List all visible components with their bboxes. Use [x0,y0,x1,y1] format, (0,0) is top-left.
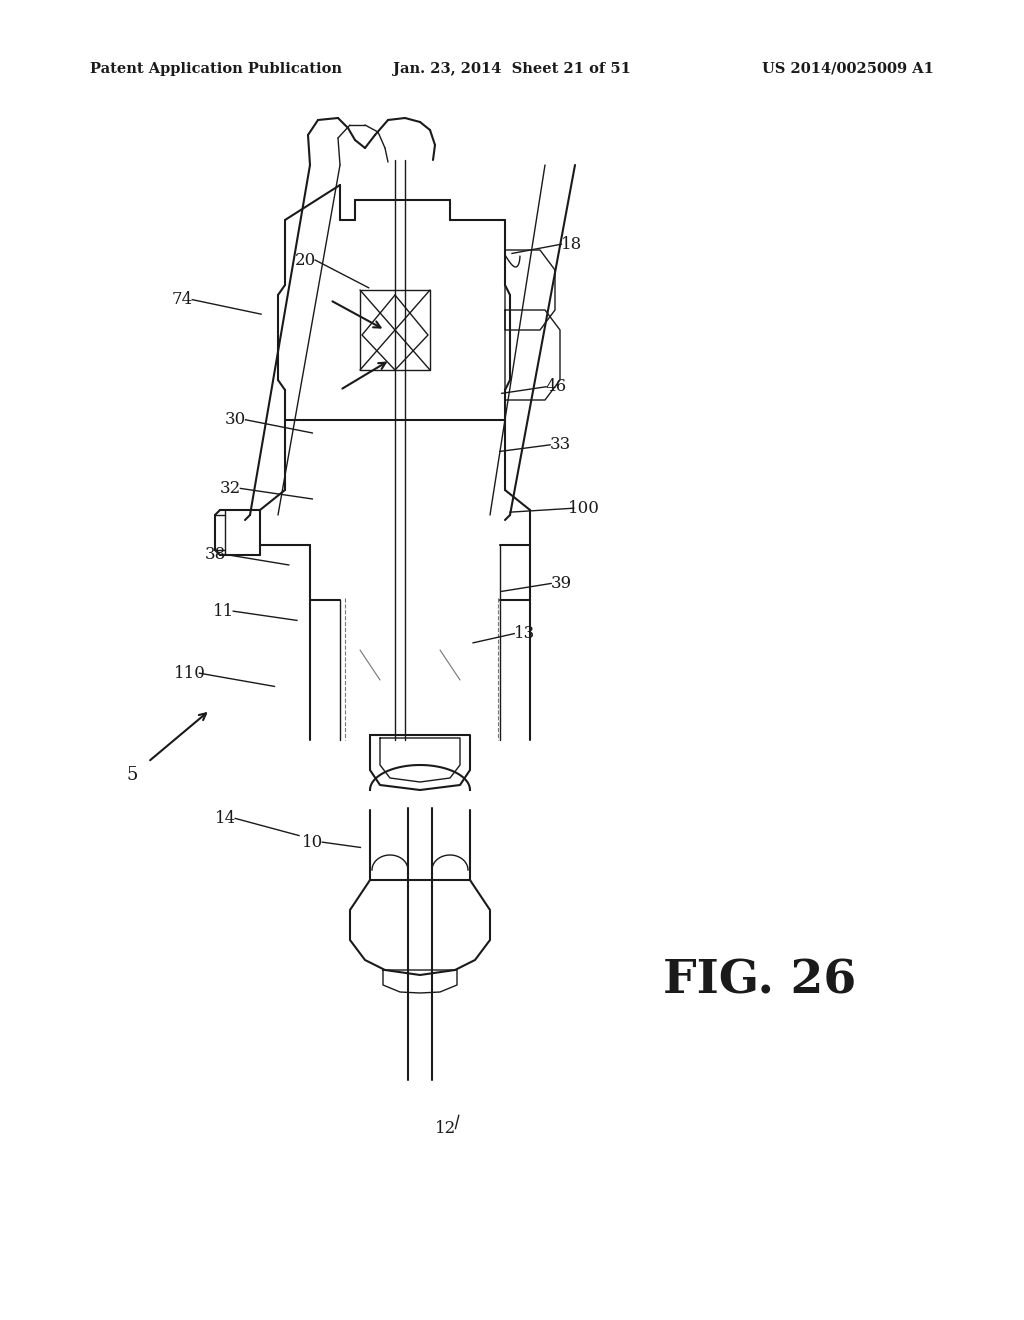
Text: 38: 38 [205,546,225,562]
Text: Jan. 23, 2014  Sheet 21 of 51: Jan. 23, 2014 Sheet 21 of 51 [393,62,631,77]
Text: 11: 11 [213,603,233,619]
Text: 39: 39 [551,576,571,591]
Text: Patent Application Publication: Patent Application Publication [90,62,342,77]
Text: 100: 100 [567,500,600,516]
Text: 13: 13 [514,626,535,642]
Text: 10: 10 [302,834,323,850]
Text: US 2014/0025009 A1: US 2014/0025009 A1 [762,62,934,77]
Text: 18: 18 [561,236,582,252]
Text: 74: 74 [172,292,193,308]
Text: 14: 14 [215,810,236,826]
Text: 5: 5 [126,766,137,784]
Text: 30: 30 [225,412,246,428]
Text: 20: 20 [295,252,315,268]
Text: 32: 32 [220,480,241,496]
Text: FIG. 26: FIG. 26 [664,957,857,1003]
Text: 46: 46 [546,379,566,395]
Text: 33: 33 [550,437,570,453]
Text: 12: 12 [435,1121,456,1137]
Text: 110: 110 [173,665,206,681]
